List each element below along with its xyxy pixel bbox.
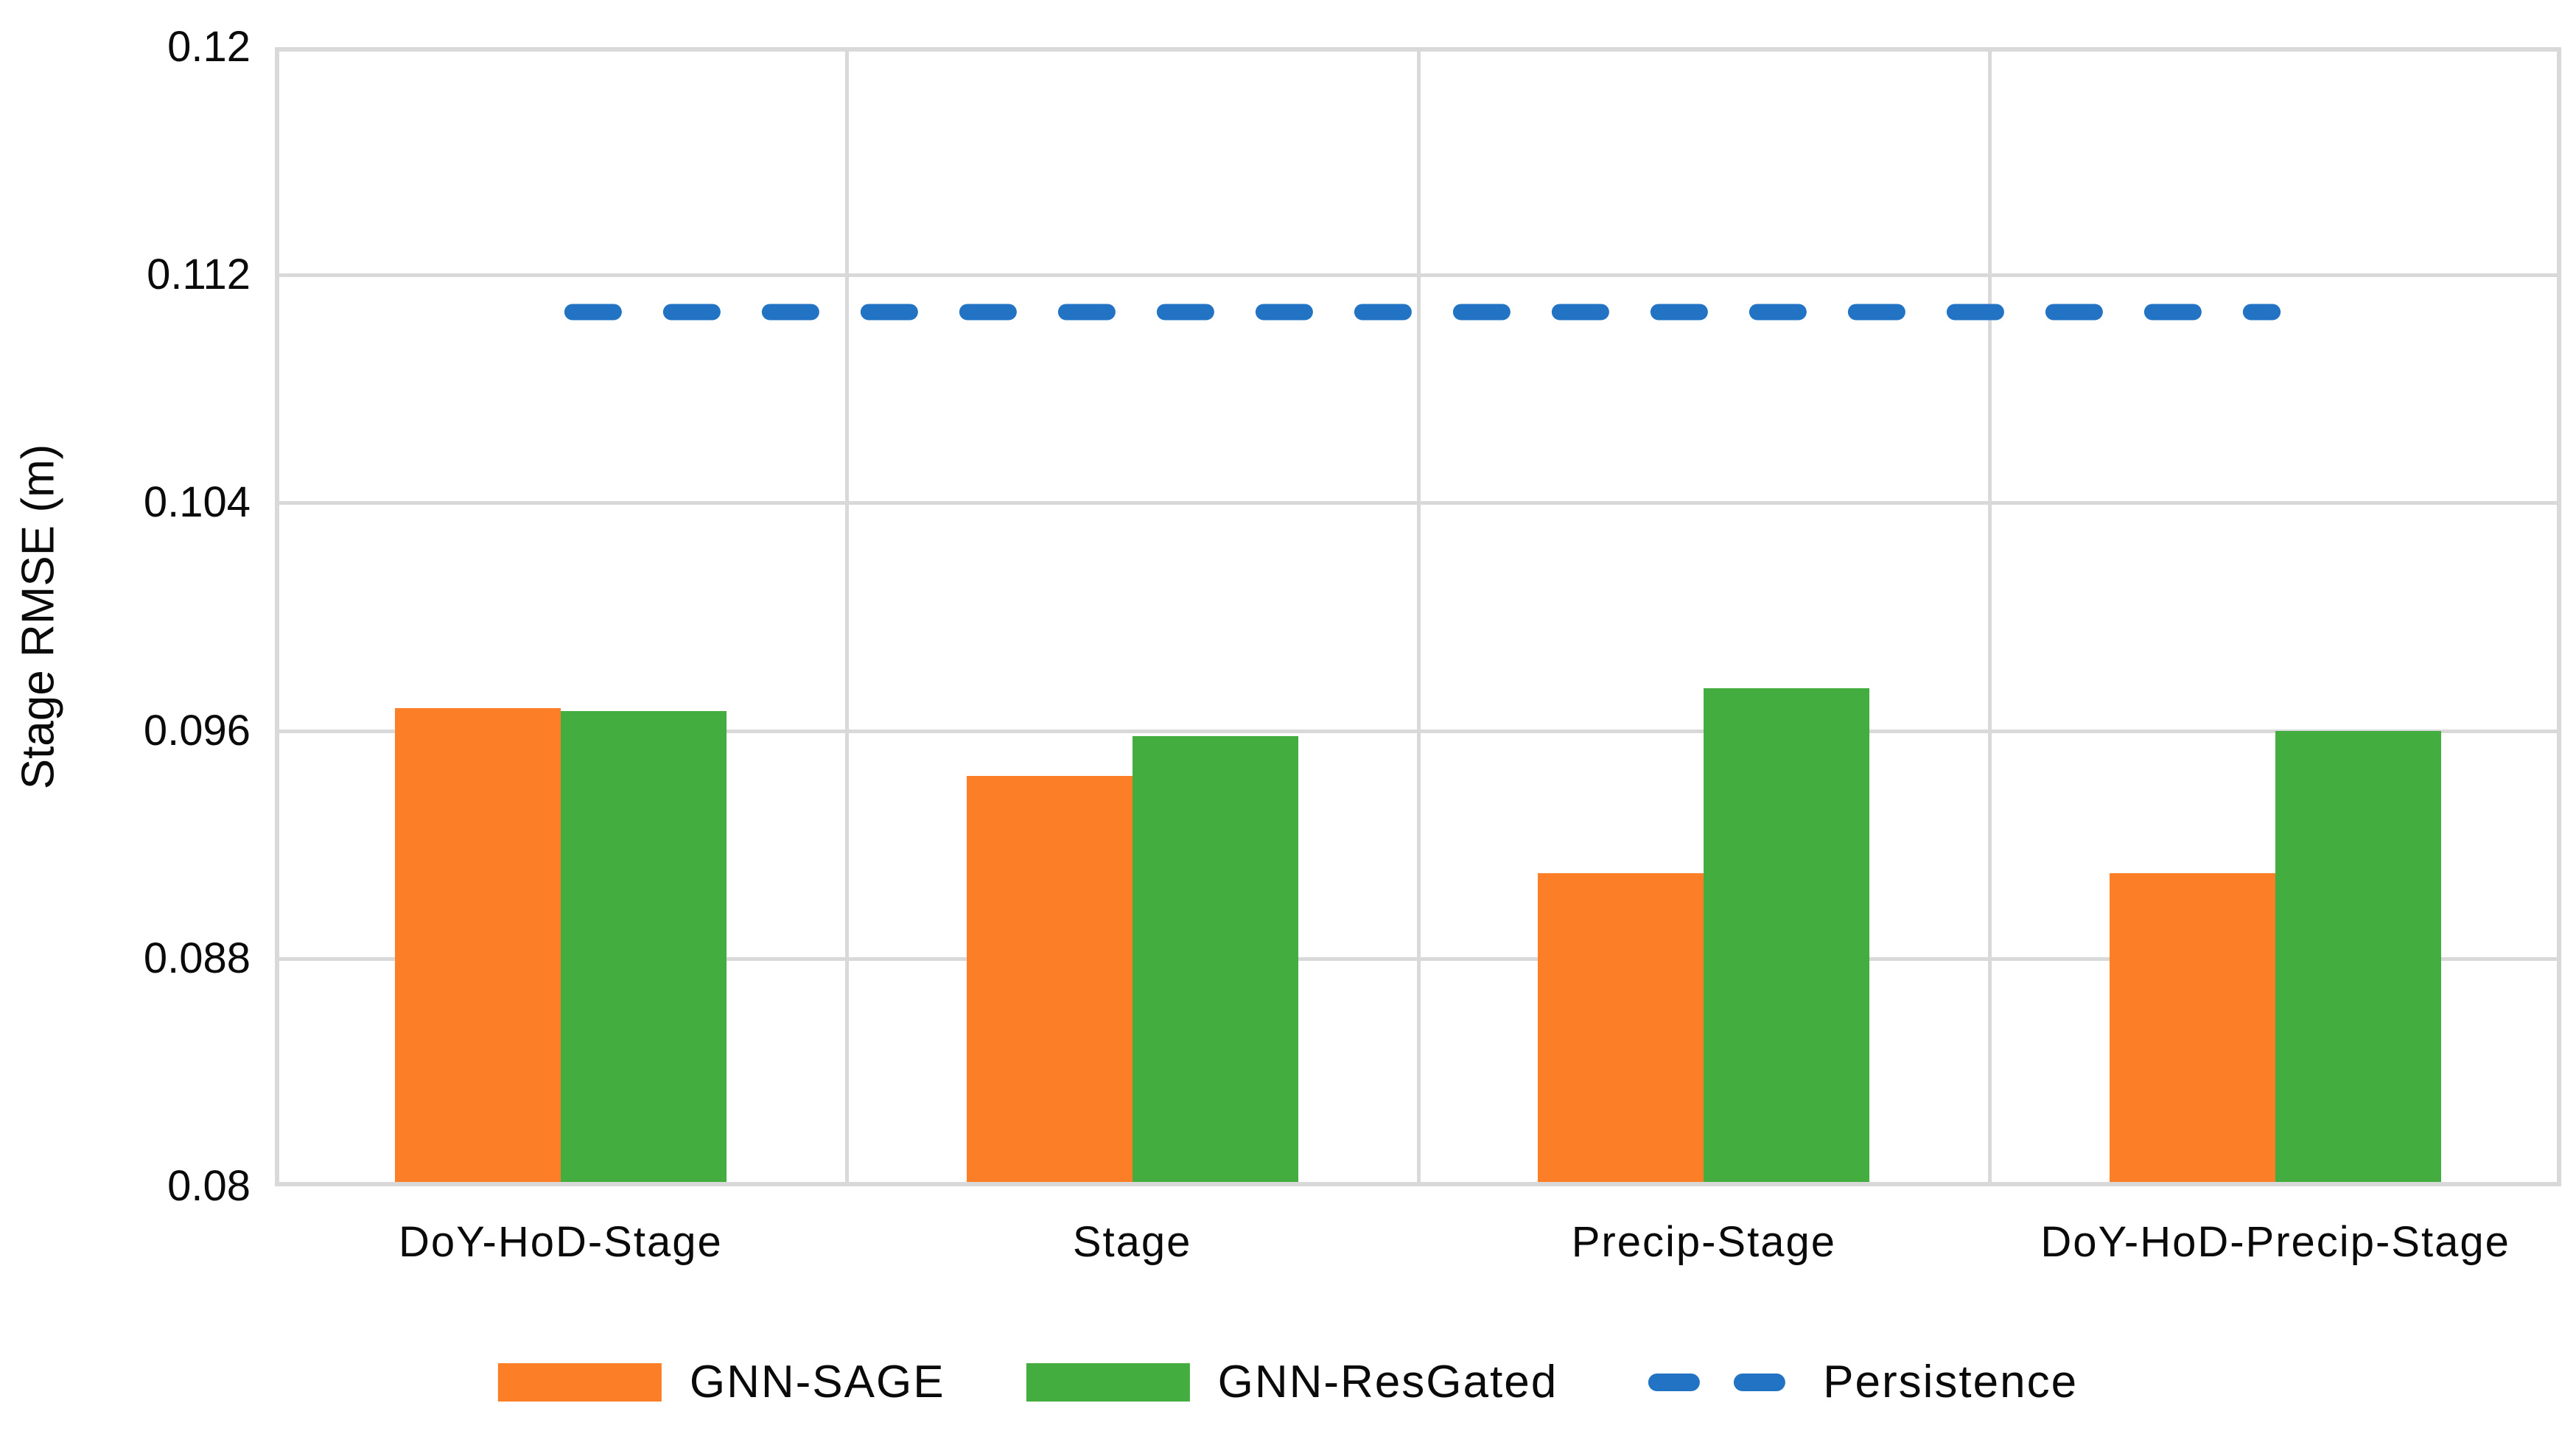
- bar-gnn-resgated-precip-stage: [1704, 687, 1870, 1182]
- legend-label-persistence: Persistence: [1823, 1357, 2079, 1407]
- bar-gnn-resgated-doy-hod-stage: [560, 710, 727, 1182]
- y-tick-label-0.104: 0.104: [143, 478, 251, 527]
- plot-area: [275, 47, 2561, 1186]
- y-tick-label-0.088: 0.088: [143, 934, 251, 982]
- legend-item-gnn-sage: GNN-SAGE: [497, 1356, 945, 1408]
- bar-gnn-resgated-doy-hod-precip-stage: [2275, 730, 2442, 1182]
- legend-item-gnn-resgated: GNN-ResGated: [1026, 1356, 1558, 1408]
- x-category-label-doy-hod-stage: DoY-HoD-Stage: [399, 1218, 723, 1266]
- legend-label-gnn-sage: GNN-SAGE: [689, 1357, 945, 1407]
- bar-gnn-sage-precip-stage: [1538, 872, 1704, 1182]
- legend-item-persistence: Persistence: [1639, 1356, 2078, 1408]
- x-category-label-precip-stage: Precip-Stage: [1571, 1218, 1837, 1266]
- legend: GNN-SAGE GNN-ResGated Persistence: [497, 1356, 2078, 1408]
- gridline-x-3: [1988, 52, 1992, 1182]
- x-category-label-stage: Stage: [1072, 1218, 1192, 1266]
- legend-label-gnn-resgated: GNN-ResGated: [1217, 1357, 1558, 1407]
- legend-swatch-gnn-resgated: [1026, 1362, 1190, 1402]
- x-category-label-doy-hod-precip-stage: DoY-HoD-Precip-Stage: [2040, 1218, 2510, 1266]
- y-tick-label-0.08: 0.08: [167, 1162, 251, 1210]
- bar-gnn-sage-doy-hod-stage: [394, 707, 561, 1182]
- bar-gnn-sage-doy-hod-precip-stage: [2110, 872, 2276, 1182]
- gridline-x-2: [1416, 52, 1421, 1182]
- legend-swatch-gnn-sage: [497, 1362, 662, 1402]
- y-tick-label-0.096: 0.096: [143, 706, 251, 755]
- legend-dash-icon: [1639, 1373, 1795, 1391]
- y-tick-label-0.112: 0.112: [147, 251, 251, 299]
- y-tick-label-0.12: 0.12: [167, 23, 251, 71]
- gridline-x-1: [844, 52, 849, 1182]
- bar-gnn-sage-stage: [966, 776, 1133, 1182]
- bar-gnn-resgated-stage: [1132, 736, 1298, 1182]
